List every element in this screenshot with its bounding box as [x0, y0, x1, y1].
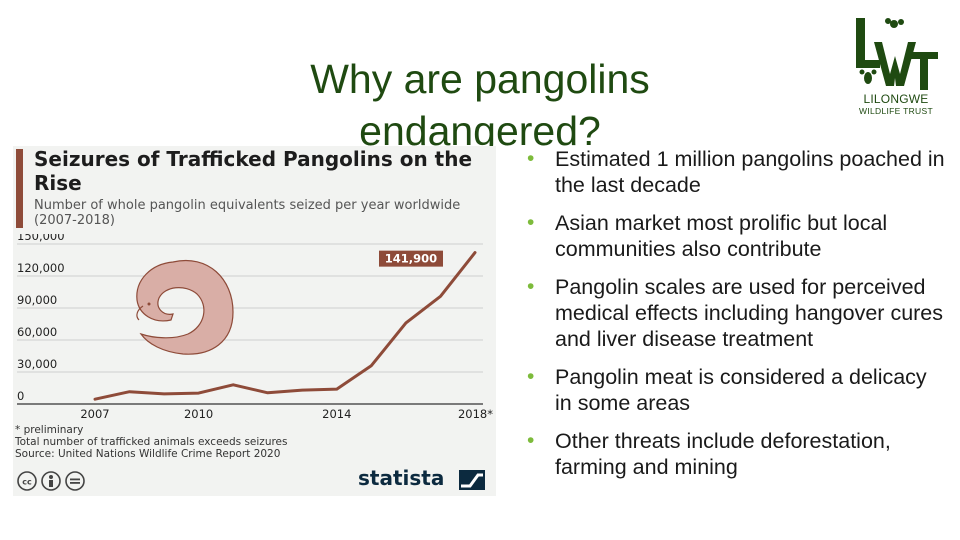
- logo-text-wildlife-trust: WILDLIFE TRUST: [859, 106, 933, 116]
- y-tick-label: 30,000: [17, 357, 57, 371]
- bullet-item: • Asian market most prolific but local co…: [527, 211, 888, 261]
- attribution-icon: [41, 471, 61, 491]
- bullet-list: • Estimated 1 million pangolins poached i…: [527, 146, 947, 492]
- x-tick-label: 2007: [80, 407, 109, 421]
- y-tick-label: 90,000: [17, 293, 57, 307]
- accent-bar: [16, 149, 23, 228]
- lwt-monogram-icon: [856, 18, 938, 90]
- y-tick-label: 60,000: [17, 325, 57, 339]
- value-label: 141,900: [385, 252, 437, 266]
- value-label-box: [379, 250, 443, 267]
- bullet-item: • Pangolin meat is considered a delicacy …: [527, 365, 927, 415]
- y-tick-label: 150,000: [17, 234, 65, 243]
- y-tick-label: 0: [17, 389, 24, 403]
- note-preliminary: * preliminary: [15, 424, 84, 436]
- x-tick-label: 2010: [184, 407, 213, 421]
- note-source: Source: United Nations Wildlife Crime Re…: [15, 448, 281, 460]
- chart-subtitle: Number of whole pangolin equivalents sei…: [34, 198, 461, 228]
- line-chart: 0 30,000 60,000 90,000 120,000 150,000 2007 201…: [17, 234, 493, 421]
- x-tick-label: 2014: [322, 407, 351, 421]
- bullet-item: • Pangolin scales are used for perceived …: [527, 275, 944, 351]
- statista-infographic: Seizures of Trafficked Pangolins on the …: [13, 146, 496, 496]
- bullet-marker: •: [527, 429, 535, 452]
- series-line: [93, 251, 477, 401]
- no-derivatives-icon: [65, 471, 85, 491]
- lilongwe-wildlife-trust-logo: LILONGWE WILDLIFE TRUST: [848, 12, 944, 120]
- bullet-marker: •: [527, 365, 535, 388]
- logo-text-lilongwe: LILONGWE: [863, 92, 929, 106]
- pangolin-illustration: [136, 260, 234, 355]
- y-tick-label: 120,000: [17, 261, 65, 275]
- slide-title: Why are pangolins endangered?: [310, 56, 650, 155]
- svg-text:cc: cc: [22, 478, 32, 487]
- creative-commons-icons: cc: [17, 471, 85, 491]
- note-total: Total number of trafficked animals excee…: [15, 436, 288, 448]
- bullet-marker: •: [527, 147, 535, 170]
- statista-logo-text: statista: [358, 466, 445, 490]
- bullet-item: • Other threats include deforestation, fa…: [527, 429, 891, 479]
- chart-notes: * preliminary Total number of trafficked…: [15, 424, 475, 460]
- bullet-item: • Estimated 1 million pangolins poached i…: [527, 147, 945, 197]
- x-tick-label: 2018*: [458, 407, 493, 421]
- statista-logo-icon: [459, 470, 485, 490]
- chart-title: Seizures of Trafficked Pangolins on the …: [34, 147, 473, 195]
- bullet-marker: •: [527, 275, 535, 298]
- bullet-marker: •: [527, 211, 535, 234]
- cc-icon: [17, 471, 37, 491]
